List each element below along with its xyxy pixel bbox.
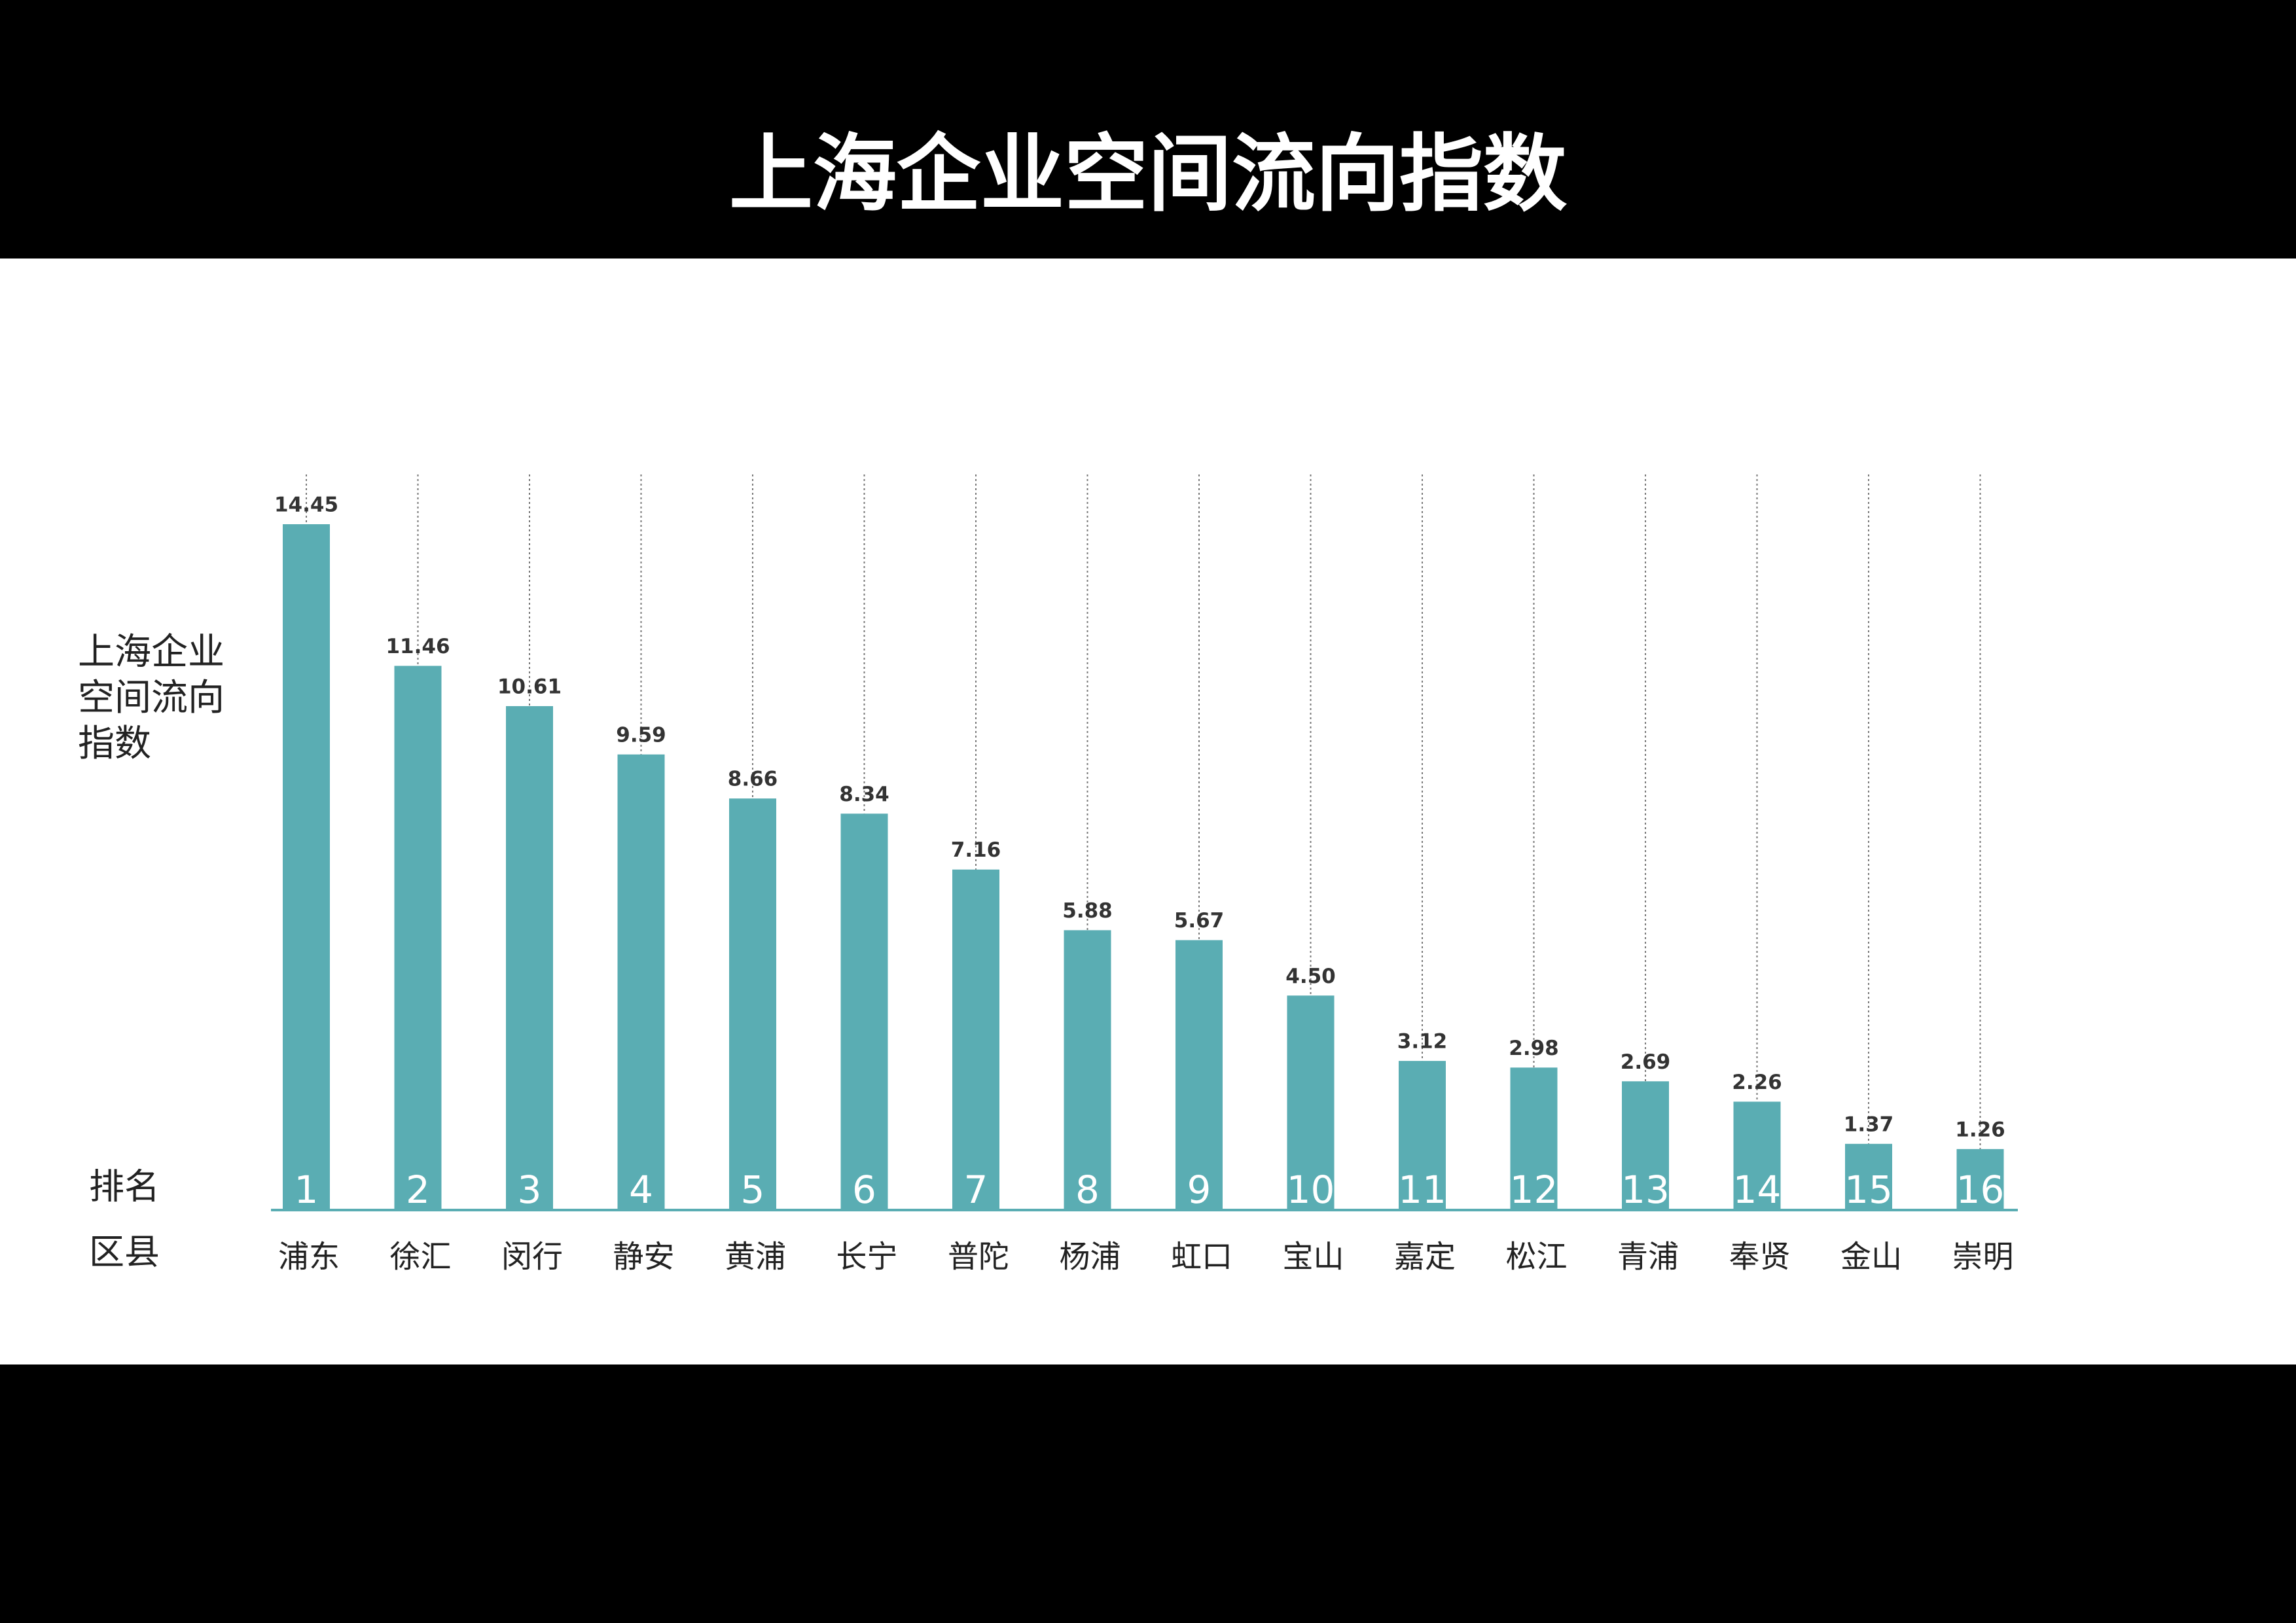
bar	[729, 798, 776, 1209]
x-tick-label: 普陀	[948, 1240, 1009, 1275]
value-label: 5.88	[1062, 899, 1113, 923]
header-band	[0, 0, 2296, 259]
bar	[1622, 1081, 1669, 1209]
value-label: 8.34	[839, 783, 889, 806]
x-tick-label: 虹口	[1171, 1240, 1232, 1275]
x-tick-label: 宝山	[1283, 1240, 1344, 1275]
x-tick-label: 静安	[613, 1240, 675, 1275]
bar	[1733, 1101, 1781, 1209]
bar	[1956, 1149, 2004, 1209]
bar	[1064, 930, 1111, 1209]
rank-label: 9	[1187, 1168, 1211, 1212]
x-tick-label: 浦东	[278, 1240, 340, 1275]
x-tick-label: 长宁	[836, 1240, 898, 1275]
bar	[1287, 995, 1335, 1209]
x-tick-label: 金山	[1840, 1240, 1902, 1275]
value-label: 14.45	[274, 493, 338, 517]
rank-label: 15	[1844, 1168, 1893, 1212]
value-label: 2.26	[1732, 1071, 1782, 1094]
rank-label: 13	[1621, 1168, 1670, 1212]
rank-label: 12	[1510, 1168, 1558, 1212]
value-label: 2.69	[1621, 1050, 1671, 1074]
rank-label: 16	[1956, 1168, 2005, 1212]
bar	[1175, 940, 1223, 1209]
value-label: 3.12	[1397, 1030, 1448, 1054]
x-tick-label: 松江	[1506, 1240, 1568, 1275]
rank-label: 5	[741, 1168, 765, 1212]
rank-label: 10	[1287, 1168, 1335, 1212]
x-tick-label: 奉贤	[1729, 1240, 1791, 1275]
value-label: 5.67	[1174, 909, 1225, 933]
bar	[617, 754, 665, 1209]
value-label: 1.37	[1844, 1113, 1894, 1136]
rank-label: 1	[295, 1168, 319, 1212]
x-tick-label: 青浦	[1617, 1240, 1679, 1275]
rank-label: 14	[1733, 1168, 1782, 1212]
value-label: 11.46	[386, 635, 450, 658]
rank-label: 6	[852, 1168, 876, 1212]
bar	[840, 813, 888, 1209]
bar	[283, 524, 330, 1209]
category-row-label: 区县	[89, 1232, 160, 1273]
rank-label: 4	[629, 1168, 653, 1212]
rank-label: 8	[1075, 1168, 1100, 1212]
rank-label: 3	[518, 1168, 542, 1212]
x-tick-label: 闵行	[501, 1240, 563, 1275]
y-axis-label: 空间流向	[78, 677, 224, 719]
y-axis-label: 指数	[78, 722, 151, 765]
value-label: 10.61	[497, 675, 562, 698]
rank-row-label: 排名	[89, 1166, 160, 1207]
value-label: 4.50	[1285, 965, 1336, 988]
value-label: 9.59	[616, 723, 666, 747]
value-label: 8.66	[728, 768, 778, 791]
x-tick-label: 徐汇	[390, 1240, 452, 1275]
value-label: 1.26	[1955, 1118, 2005, 1141]
bar	[952, 869, 999, 1209]
x-tick-label: 嘉定	[1394, 1240, 1456, 1275]
bar	[1845, 1143, 1892, 1209]
bar	[1399, 1061, 1446, 1209]
footer-band	[0, 1364, 2296, 1623]
rank-label: 11	[1398, 1168, 1446, 1212]
value-label: 2.98	[1509, 1037, 1559, 1060]
value-label: 7.16	[951, 838, 1001, 862]
chart-title: 上海企业空间流向指数	[729, 126, 1567, 223]
rank-label: 2	[406, 1168, 430, 1212]
x-tick-label: 黄浦	[725, 1240, 786, 1275]
y-axis-label: 上海企业	[78, 631, 224, 673]
bar	[1510, 1067, 1558, 1209]
rank-label: 7	[964, 1168, 988, 1212]
bar	[394, 666, 442, 1209]
bar	[506, 705, 553, 1209]
x-tick-label: 杨浦	[1060, 1240, 1121, 1275]
x-tick-label: 崇明	[1952, 1240, 2014, 1275]
